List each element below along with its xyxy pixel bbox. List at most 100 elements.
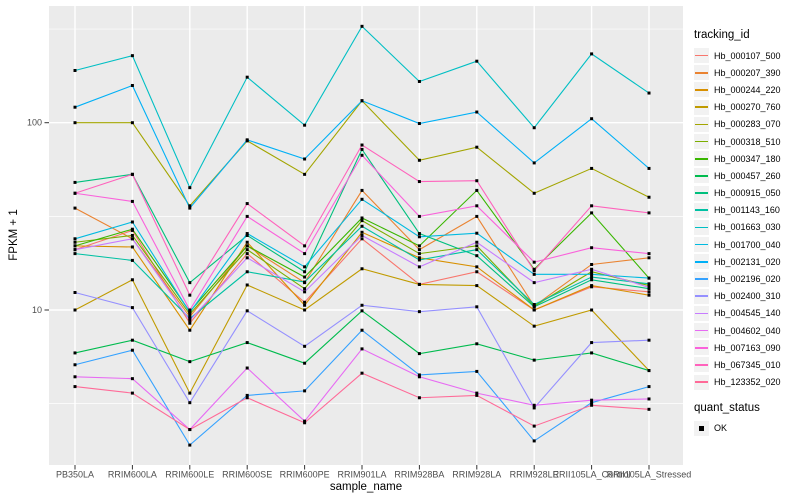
data-point: [417, 396, 421, 400]
legend-item: Hb_067345_010: [694, 356, 800, 373]
data-point: [245, 248, 249, 252]
data-point: [303, 419, 307, 423]
x-tick-label: RRIM600LA: [108, 470, 157, 480]
data-point: [188, 401, 192, 405]
data-point: [590, 117, 594, 121]
data-point: [532, 439, 536, 443]
legend-item: Hb_002196_020: [694, 270, 800, 287]
legend-line-swatch: [695, 364, 708, 366]
data-point: [303, 344, 307, 348]
data-point: [475, 204, 479, 208]
data-point: [360, 237, 364, 241]
data-point: [532, 324, 536, 328]
data-point: [417, 252, 421, 256]
x-tick-label: RRIM600SE: [222, 470, 272, 480]
legend-item: Hb_007163_090: [694, 339, 800, 356]
legend-line-swatch: [695, 123, 708, 126]
data-point: [188, 328, 192, 332]
data-point: [417, 158, 421, 162]
data-point: [360, 267, 364, 271]
data-point: [130, 172, 134, 176]
x-tick-label: RRIM901LA: [337, 470, 386, 480]
data-point: [475, 248, 479, 252]
data-point: [360, 328, 364, 332]
data-point: [590, 166, 594, 170]
data-point: [417, 310, 421, 314]
legend-key: [694, 271, 709, 287]
legend-item-label: Hb_002196_020: [714, 274, 781, 285]
legend-line-swatch: [695, 243, 708, 246]
data-point: [417, 373, 421, 377]
legend-item: Hb_000457_260: [694, 167, 800, 184]
legend-item-label: Hb_000283_070: [714, 119, 781, 130]
data-point: [360, 219, 364, 223]
data-point: [532, 305, 536, 309]
data-point: [417, 282, 421, 286]
x-tick-label: RRII105LA_Control: [553, 470, 631, 480]
legend-key: [694, 323, 709, 339]
data-point: [188, 281, 192, 285]
data-point: [303, 290, 307, 294]
data-point: [647, 276, 651, 280]
data-point: [303, 275, 307, 279]
legend-item-ok: OK: [694, 420, 800, 437]
x-tick-label: RRIM928LA: [452, 470, 501, 480]
data-point: [647, 166, 651, 170]
data-point: [130, 391, 134, 395]
data-point: [590, 267, 594, 271]
legend-title-tracking-id: tracking_id: [694, 29, 750, 41]
legend-line-swatch: [695, 140, 708, 143]
data-point: [360, 303, 364, 307]
data-point: [245, 309, 249, 313]
legend-item-label: Hb_004602_040: [714, 325, 781, 336]
data-point: [73, 240, 77, 244]
legend-key: [694, 185, 709, 201]
data-point: [647, 285, 651, 289]
data-point: [245, 366, 249, 370]
data-point: [245, 232, 249, 236]
legend-key: [694, 202, 709, 218]
data-point: [417, 352, 421, 356]
data-point: [647, 293, 651, 297]
legend-line-swatch: [695, 346, 708, 349]
data-point: [532, 191, 536, 195]
data-point: [475, 244, 479, 248]
data-point: [475, 145, 479, 149]
legend-item-label: Hb_001700_040: [714, 239, 781, 250]
data-point: [130, 199, 134, 203]
legend-item-label: Hb_002131_020: [714, 256, 781, 267]
y-axis-title: FPKM + 1: [8, 209, 20, 261]
legend-item-label: Hb_000915_050: [714, 188, 781, 199]
data-point: [360, 224, 364, 228]
legend-line-swatch: [695, 278, 708, 280]
legend-key: [694, 219, 709, 235]
data-point: [475, 305, 479, 309]
data-point: [360, 153, 364, 157]
data-point: [188, 204, 192, 208]
legend-key: [694, 305, 709, 321]
data-point: [73, 191, 77, 195]
data-point: [417, 265, 421, 269]
legend-key: [694, 116, 709, 132]
data-point: [647, 91, 651, 95]
data-point: [130, 233, 134, 237]
panel-background: [49, 6, 683, 465]
data-point: [417, 214, 421, 218]
data-point: [73, 308, 77, 312]
data-point: [590, 401, 594, 405]
data-point: [245, 244, 249, 248]
legend-item: Hb_001700_040: [694, 236, 800, 253]
data-point: [590, 52, 594, 56]
data-point: [417, 258, 421, 262]
legend-line-swatch: [695, 71, 708, 74]
data-point: [360, 216, 364, 220]
data-point: [188, 428, 192, 432]
data-point: [245, 138, 249, 142]
data-point: [303, 287, 307, 291]
data-point: [475, 240, 479, 244]
data-point: [73, 180, 77, 184]
data-point: [73, 351, 77, 355]
legend-item: Hb_004545_140: [694, 305, 800, 322]
data-point: [590, 308, 594, 312]
data-point: [590, 284, 594, 288]
